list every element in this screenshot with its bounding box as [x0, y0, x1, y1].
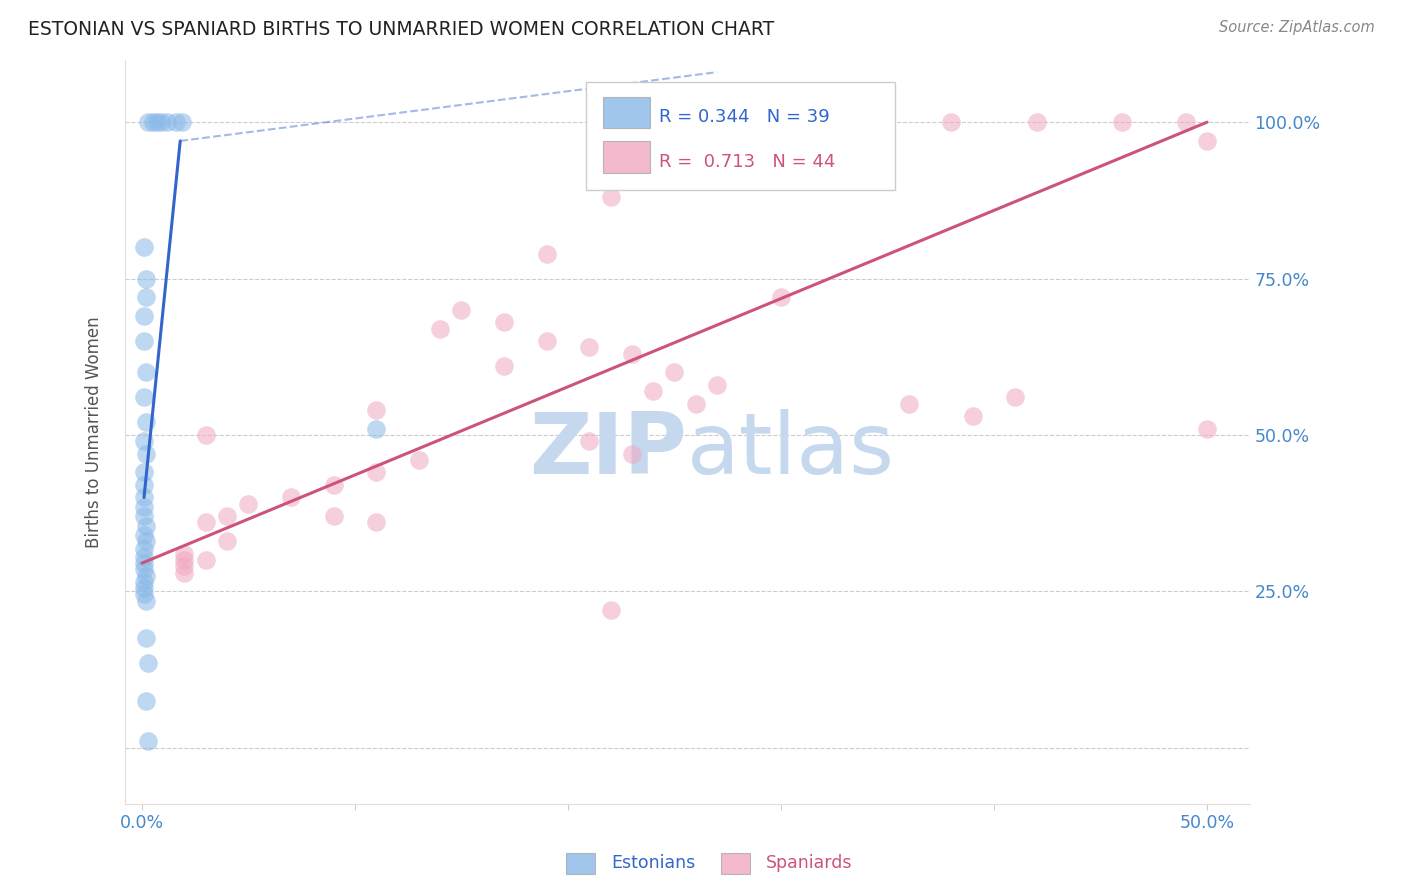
Point	[173, 559, 195, 574]
FancyBboxPatch shape	[567, 854, 595, 873]
Point	[132, 309, 155, 323]
Point	[132, 541, 155, 556]
Point	[322, 478, 344, 492]
Point	[620, 346, 643, 360]
Text: atlas: atlas	[688, 409, 896, 491]
Point	[135, 631, 157, 645]
Point	[135, 290, 157, 304]
Point	[280, 491, 302, 505]
Point	[962, 409, 984, 424]
Point	[173, 547, 195, 561]
Point	[132, 581, 155, 595]
Text: Source: ZipAtlas.com: Source: ZipAtlas.com	[1219, 20, 1375, 35]
Point	[136, 734, 159, 748]
FancyBboxPatch shape	[603, 97, 650, 128]
Point	[366, 516, 388, 530]
Point	[136, 115, 159, 129]
Point	[217, 534, 239, 549]
Point	[941, 115, 963, 129]
Point	[132, 466, 155, 480]
Point	[769, 290, 792, 304]
Point	[135, 416, 157, 430]
Point	[1197, 134, 1219, 148]
FancyBboxPatch shape	[721, 854, 749, 873]
Text: ESTONIAN VS SPANIARD BIRTHS TO UNMARRIED WOMEN CORRELATION CHART: ESTONIAN VS SPANIARD BIRTHS TO UNMARRIED…	[28, 20, 775, 38]
Point	[1197, 422, 1219, 436]
Point	[450, 302, 472, 317]
Point	[429, 321, 451, 335]
Point	[135, 568, 157, 582]
Y-axis label: Births to Unmarried Women: Births to Unmarried Women	[86, 316, 103, 548]
Point	[132, 528, 155, 542]
Point	[322, 509, 344, 524]
Point	[136, 657, 159, 671]
Point	[599, 190, 621, 204]
Point	[643, 384, 665, 398]
Point	[366, 403, 388, 417]
Text: Spaniards: Spaniards	[766, 855, 853, 872]
Point	[536, 246, 558, 260]
Point	[141, 115, 163, 129]
Point	[132, 240, 155, 254]
Point	[132, 562, 155, 576]
Point	[1025, 115, 1047, 129]
Point	[578, 434, 600, 449]
Point	[194, 553, 217, 567]
Point	[146, 115, 169, 129]
Point	[620, 447, 643, 461]
Point	[132, 491, 155, 505]
Point	[132, 587, 155, 601]
Point	[135, 271, 157, 285]
Point	[132, 500, 155, 514]
Point	[706, 377, 728, 392]
Point	[1174, 115, 1197, 129]
Text: R = 0.344   N = 39: R = 0.344 N = 39	[659, 108, 830, 126]
Point	[165, 115, 187, 129]
Point	[132, 556, 155, 570]
Point	[173, 553, 195, 567]
Point	[135, 593, 157, 607]
FancyBboxPatch shape	[586, 82, 896, 190]
Point	[172, 115, 194, 129]
Point	[1111, 115, 1133, 129]
Point	[132, 574, 155, 589]
Point	[132, 334, 155, 348]
Point	[132, 434, 155, 449]
Point	[578, 340, 600, 354]
Text: ZIP: ZIP	[530, 409, 688, 491]
Point	[366, 466, 388, 480]
Point	[664, 365, 686, 379]
Point	[194, 516, 217, 530]
Point	[1004, 391, 1026, 405]
Point	[408, 453, 430, 467]
Point	[132, 509, 155, 524]
Point	[217, 509, 239, 524]
Point	[132, 391, 155, 405]
Point	[366, 422, 388, 436]
Point	[135, 365, 157, 379]
Point	[599, 603, 621, 617]
FancyBboxPatch shape	[603, 142, 650, 173]
Point	[132, 549, 155, 564]
Point	[132, 478, 155, 492]
Point	[150, 115, 173, 129]
Point	[135, 694, 157, 708]
Point	[536, 334, 558, 348]
Point	[492, 315, 515, 329]
Point	[135, 534, 157, 549]
Point	[834, 115, 856, 129]
Point	[135, 518, 157, 533]
Point	[135, 447, 157, 461]
Point	[194, 428, 217, 442]
Point	[156, 115, 179, 129]
Point	[173, 566, 195, 580]
Text: Estonians: Estonians	[612, 855, 696, 872]
Point	[897, 397, 920, 411]
Point	[238, 497, 260, 511]
Point	[685, 397, 707, 411]
Text: R =  0.713   N = 44: R = 0.713 N = 44	[659, 153, 835, 170]
Point	[492, 359, 515, 373]
